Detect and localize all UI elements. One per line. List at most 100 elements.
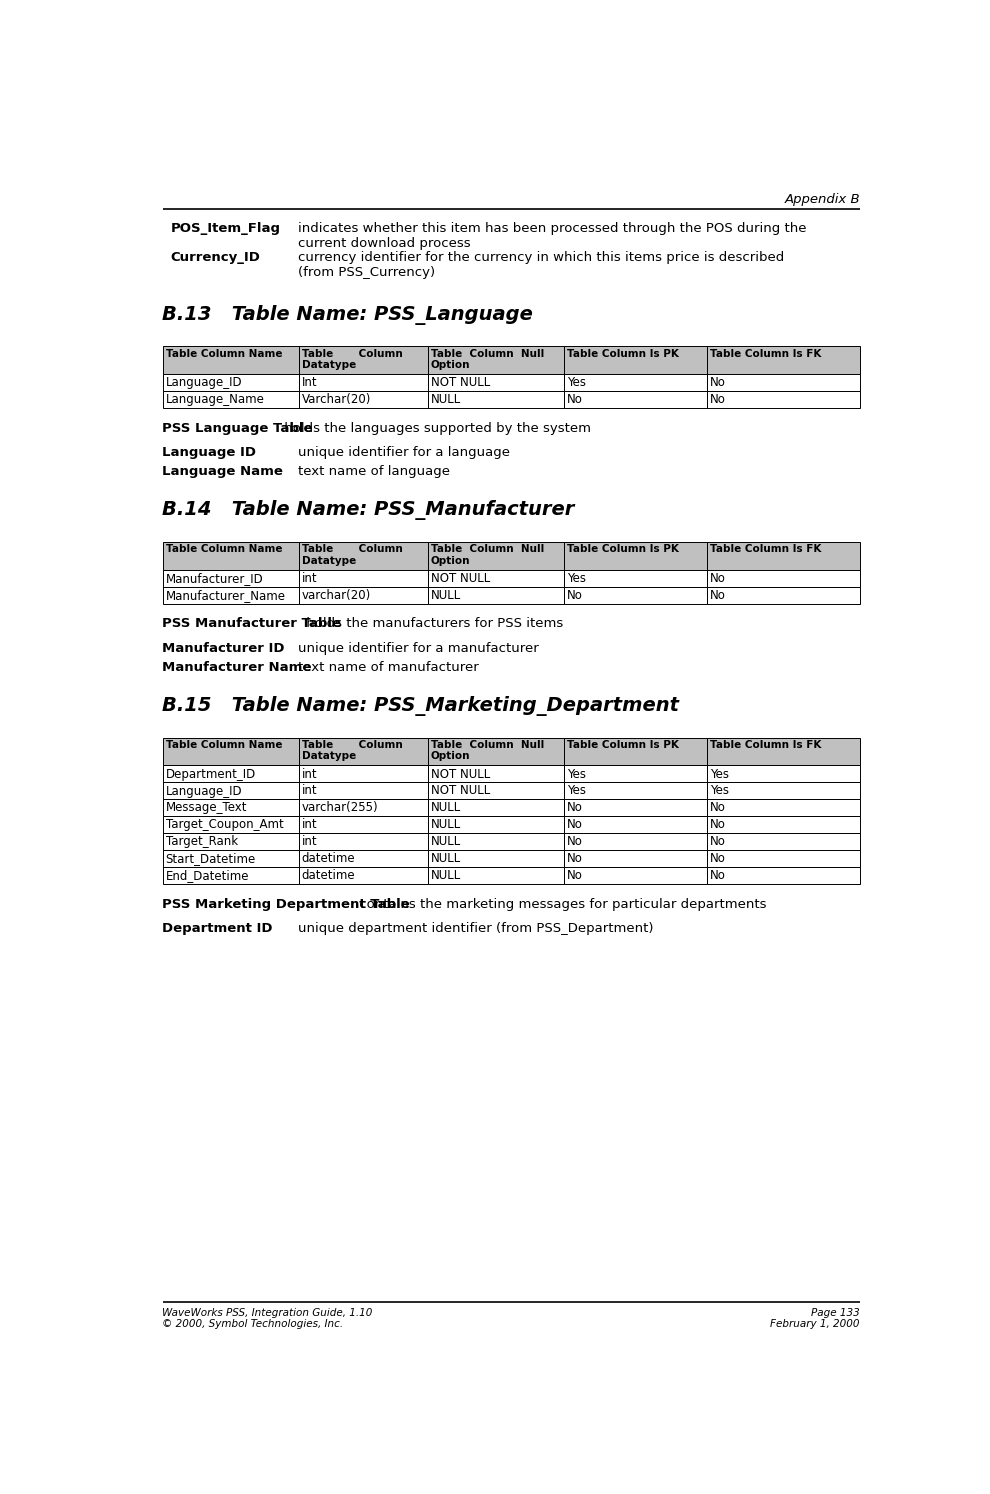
Text: int: int [302, 784, 317, 798]
Text: Page 133: Page 133 [811, 1309, 860, 1318]
Bar [563, 765, 707, 783]
Bar [563, 374, 707, 391]
Text: Manufacturer_ID: Manufacturer_ID [165, 572, 263, 586]
Text: Currency_ID: Currency_ID [170, 251, 260, 264]
Text: PSS Manufacturer Table: PSS Manufacturer Table [162, 617, 342, 630]
Text: Table Column Name: Table Column Name [165, 544, 282, 554]
Bar [563, 816, 707, 834]
Bar [299, 834, 428, 850]
Text: holds the languages supported by the system: holds the languages supported by the sys… [280, 421, 591, 435]
Bar [299, 867, 428, 884]
Text: text name of language: text name of language [298, 465, 450, 478]
Bar [428, 799, 563, 816]
Text: Language ID: Language ID [162, 447, 256, 460]
Bar [707, 850, 860, 867]
Text: Language_ID: Language_ID [165, 784, 243, 798]
Bar [162, 799, 299, 816]
Text: No: No [566, 870, 582, 881]
Text: Target_Coupon_Amt: Target_Coupon_Amt [165, 819, 283, 831]
Text: No: No [566, 819, 582, 831]
Text: No: No [566, 835, 582, 849]
Text: int: int [302, 835, 317, 849]
Text: Start_Datetime: Start_Datetime [165, 852, 255, 865]
Bar [162, 374, 299, 391]
Text: Language Name: Language Name [162, 465, 283, 478]
Bar [707, 783, 860, 799]
Text: Varchar(20): Varchar(20) [302, 393, 371, 406]
Bar [428, 738, 563, 765]
Bar [428, 867, 563, 884]
Text: NOT NULL: NOT NULL [431, 572, 490, 586]
Bar [299, 738, 428, 765]
Text: Table Column Name: Table Column Name [165, 348, 282, 359]
Text: Table Column Is FK: Table Column Is FK [710, 740, 821, 750]
Bar [162, 391, 299, 408]
Text: No: No [710, 801, 726, 814]
Text: int: int [302, 572, 317, 586]
Text: holds the manufacturers for PSS items: holds the manufacturers for PSS items [302, 617, 563, 630]
Text: NULL: NULL [431, 852, 461, 865]
Text: Table Column Is FK: Table Column Is FK [710, 348, 821, 359]
Bar [563, 738, 707, 765]
Text: No: No [710, 835, 726, 849]
Bar [162, 834, 299, 850]
Bar [162, 783, 299, 799]
Text: unique department identifier (from PSS_Department): unique department identifier (from PSS_D… [298, 922, 653, 935]
Bar [299, 765, 428, 783]
Text: No: No [710, 572, 726, 586]
Text: Int: Int [302, 376, 317, 390]
Bar [707, 569, 860, 587]
Text: POS_Item_Flag: POS_Item_Flag [170, 221, 280, 235]
Text: Table Column Is PK: Table Column Is PK [566, 544, 678, 554]
Text: NOT NULL: NOT NULL [431, 376, 490, 390]
Bar [162, 587, 299, 604]
Bar [707, 834, 860, 850]
Text: No: No [710, 852, 726, 865]
Text: Yes: Yes [566, 572, 586, 586]
Bar [162, 738, 299, 765]
Text: No: No [710, 376, 726, 390]
Bar [707, 799, 860, 816]
Bar [299, 783, 428, 799]
Text: unique identifier for a language: unique identifier for a language [298, 447, 510, 460]
Bar [162, 816, 299, 834]
Bar [707, 867, 860, 884]
Bar [299, 816, 428, 834]
Text: datetime: datetime [302, 870, 355, 881]
Bar [563, 347, 707, 374]
Text: Yes: Yes [710, 784, 729, 798]
Text: NULL: NULL [431, 819, 461, 831]
Text: Yes: Yes [566, 784, 586, 798]
Bar [428, 850, 563, 867]
Text: No: No [710, 870, 726, 881]
Text: Table Column Name: Table Column Name [165, 740, 282, 750]
Bar [299, 374, 428, 391]
Text: contains the marketing messages for particular departments: contains the marketing messages for part… [355, 898, 767, 911]
Text: Table  Column  Null
Option: Table Column Null Option [431, 348, 544, 371]
Text: No: No [710, 819, 726, 831]
Bar [299, 587, 428, 604]
Bar [707, 374, 860, 391]
Text: currency identifier for the currency in which this items price is described
(fro: currency identifier for the currency in … [298, 251, 784, 279]
Text: varchar(255): varchar(255) [302, 801, 378, 814]
Text: text name of manufacturer: text name of manufacturer [298, 660, 479, 674]
Text: Manufacturer_Name: Manufacturer_Name [165, 589, 285, 602]
Text: WaveWorks PSS, Integration Guide, 1.10: WaveWorks PSS, Integration Guide, 1.10 [162, 1309, 373, 1318]
Bar [299, 391, 428, 408]
Text: February 1, 2000: February 1, 2000 [770, 1319, 860, 1328]
Text: No: No [566, 393, 582, 406]
Text: varchar(20): varchar(20) [302, 589, 371, 602]
Bar [162, 542, 299, 569]
Bar [707, 738, 860, 765]
Text: NULL: NULL [431, 835, 461, 849]
Bar [563, 783, 707, 799]
Bar [428, 783, 563, 799]
Text: Table       Column
Datatype: Table Column Datatype [302, 544, 402, 566]
Bar [299, 347, 428, 374]
Bar [428, 374, 563, 391]
Text: End_Datetime: End_Datetime [165, 870, 249, 881]
Text: NULL: NULL [431, 801, 461, 814]
Bar [162, 347, 299, 374]
Bar [428, 587, 563, 604]
Bar [563, 799, 707, 816]
